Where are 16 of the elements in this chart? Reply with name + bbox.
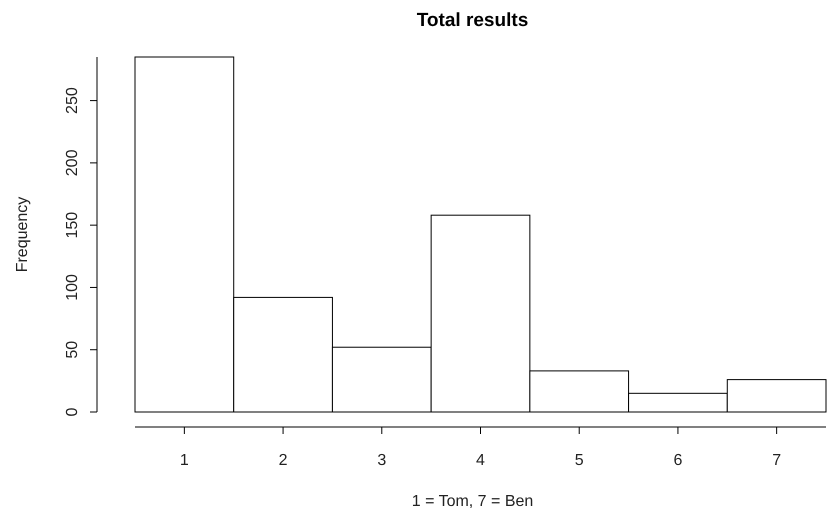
y-tick-label: 200 — [64, 149, 81, 176]
x-tick-label: 7 — [772, 452, 782, 469]
x-tick-label: 1 — [180, 452, 189, 469]
y-tick-label: 150 — [64, 212, 81, 239]
y-tick-label: 0 — [64, 407, 81, 416]
x-tick-label: 6 — [673, 452, 682, 469]
x-tick-label: 4 — [476, 452, 486, 469]
y-tick-label: 250 — [64, 87, 81, 114]
x-tick-label: 2 — [278, 452, 288, 469]
chart-title: Total results — [416, 10, 528, 31]
y-tick-label: 100 — [64, 274, 81, 301]
y-tick-label: 50 — [64, 340, 81, 359]
x-tick-label: 5 — [574, 452, 584, 469]
x-tick-label: 3 — [377, 452, 386, 469]
y-axis-title: Frequency — [14, 196, 31, 272]
x-axis-title: 1 = Tom, 7 = Ben — [412, 493, 534, 510]
